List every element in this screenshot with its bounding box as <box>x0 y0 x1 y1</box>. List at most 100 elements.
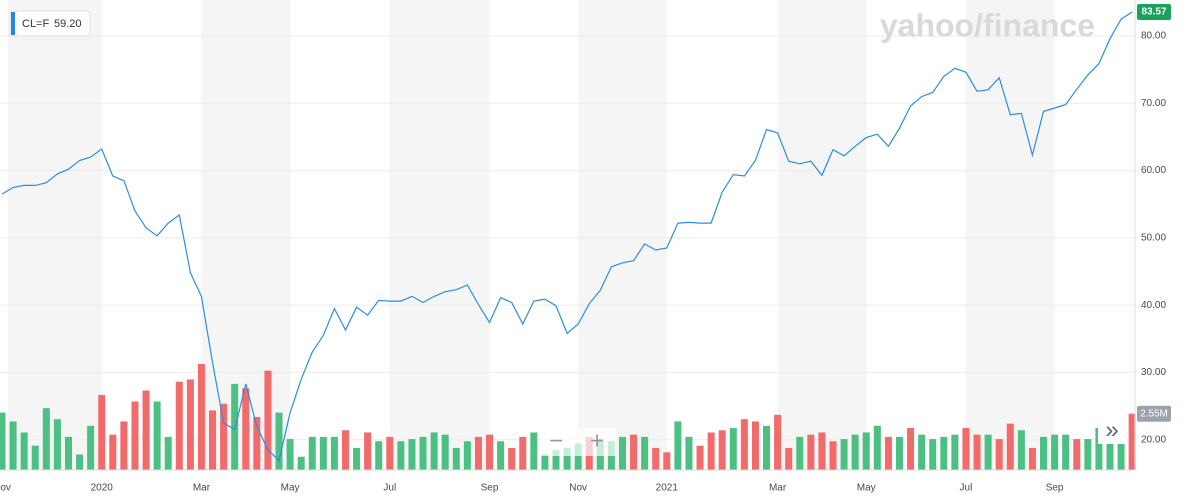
x-tick-label: Nov <box>0 483 11 494</box>
y-tick-label: 70.00 <box>1141 98 1166 109</box>
volume-bar <box>519 436 527 470</box>
volume-bar <box>463 441 471 470</box>
volume-bar <box>386 436 394 470</box>
volume-bar <box>829 441 837 470</box>
scroll-button-bg[interactable] <box>1098 420 1126 444</box>
volume-bar <box>862 432 870 470</box>
y-tick-label: 60.00 <box>1141 165 1166 176</box>
scroll-button[interactable]: » <box>1105 416 1118 443</box>
volume-bar <box>330 436 338 470</box>
volume-bar <box>563 447 571 470</box>
y-tick-label: 50.00 <box>1141 233 1166 244</box>
volume-bar <box>807 434 815 470</box>
volume-bar <box>962 428 970 470</box>
zoom-in[interactable]: + <box>590 427 604 454</box>
volume-bar <box>851 434 859 470</box>
zoom-bg <box>540 428 616 456</box>
volume-bar <box>1006 423 1014 470</box>
volume-bar <box>951 434 959 470</box>
volume-bar <box>751 421 759 470</box>
volume-bar <box>264 370 272 470</box>
volume-bar <box>42 408 50 470</box>
volume-bar <box>375 441 383 470</box>
volume-bar <box>64 436 72 470</box>
volume-bar <box>153 401 161 470</box>
volume-bar <box>253 417 261 470</box>
volume-bar <box>242 388 250 470</box>
y-tick-label: 30.00 <box>1141 367 1166 378</box>
volume-bar <box>663 452 671 470</box>
volume-bar <box>1062 434 1070 470</box>
x-tick-label: 2020 <box>91 483 114 494</box>
volume-bar <box>707 432 715 470</box>
volume-bar <box>109 434 117 470</box>
volume-bar <box>873 425 881 470</box>
volume-bar <box>574 443 582 470</box>
volume-bar <box>818 432 826 470</box>
volume-bar <box>1017 430 1025 470</box>
shaded-band <box>777 0 867 470</box>
volume-bar <box>120 421 128 470</box>
symbol-tag: CL=F 59.20 <box>9 10 91 37</box>
volume-bar <box>497 441 505 470</box>
volume-bar <box>630 434 638 470</box>
volume-bar <box>308 436 316 470</box>
volume-bar <box>1028 447 1036 470</box>
volume-bar <box>785 447 793 470</box>
legend-value: 59.20 <box>54 18 82 30</box>
volume-bar <box>1051 434 1059 470</box>
volume-bar <box>552 450 560 470</box>
symbol: CL=F <box>22 18 49 30</box>
volume-bar <box>186 379 194 470</box>
x-tick-label: Jul <box>960 483 973 494</box>
volume-bar <box>973 434 981 470</box>
volume-bar <box>142 390 150 470</box>
volume-bar <box>796 436 804 470</box>
x-tick-label: May <box>281 483 300 494</box>
volume-bar <box>508 447 516 470</box>
volume-bar <box>995 439 1003 470</box>
volume-bar <box>209 410 217 470</box>
volume-label-bg <box>1137 405 1171 422</box>
volume-bar <box>220 403 228 470</box>
x-tick-label: Nov <box>569 483 587 494</box>
volume-bar <box>1095 428 1103 470</box>
volume-bar <box>840 439 848 470</box>
volume-bar <box>430 432 438 470</box>
tag-accent <box>11 12 15 35</box>
volume-bar <box>341 430 349 470</box>
y-tick-label: 20.00 <box>1141 434 1166 445</box>
volume-bar <box>20 432 28 470</box>
volume-bar <box>763 425 771 470</box>
volume-bar <box>164 436 172 470</box>
x-tick-label: Mar <box>769 483 787 494</box>
volume-bar <box>364 432 372 470</box>
volume-bar <box>541 454 549 470</box>
volume-bar <box>0 412 6 470</box>
volume-bar <box>9 421 17 470</box>
volume-bar <box>685 436 693 470</box>
volume-bar <box>231 383 239 470</box>
volume-bar <box>297 456 305 470</box>
zoom-out[interactable]: − <box>549 427 563 454</box>
volume-bar <box>940 436 948 470</box>
volume-bar <box>441 434 449 470</box>
shaded-band <box>578 0 667 470</box>
volume-bar <box>674 421 682 470</box>
volume-bar <box>1128 413 1136 470</box>
volume-bar <box>918 434 926 470</box>
volume-bar <box>1106 439 1114 470</box>
volume-bar <box>408 439 416 470</box>
x-tick-label: May <box>857 483 876 494</box>
volume-bar <box>729 428 737 470</box>
volume-bar <box>31 445 39 470</box>
volume-bar <box>652 447 660 470</box>
logo: yahoo/finance <box>880 7 1095 43</box>
volume-label: 2.55M <box>1140 408 1168 419</box>
volume-bar <box>353 447 361 470</box>
volume-bar <box>87 425 95 470</box>
volume-bar <box>419 436 427 470</box>
volume-bar <box>718 430 726 470</box>
volume-bar <box>1040 436 1048 470</box>
x-tick-label: 2021 <box>656 483 679 494</box>
